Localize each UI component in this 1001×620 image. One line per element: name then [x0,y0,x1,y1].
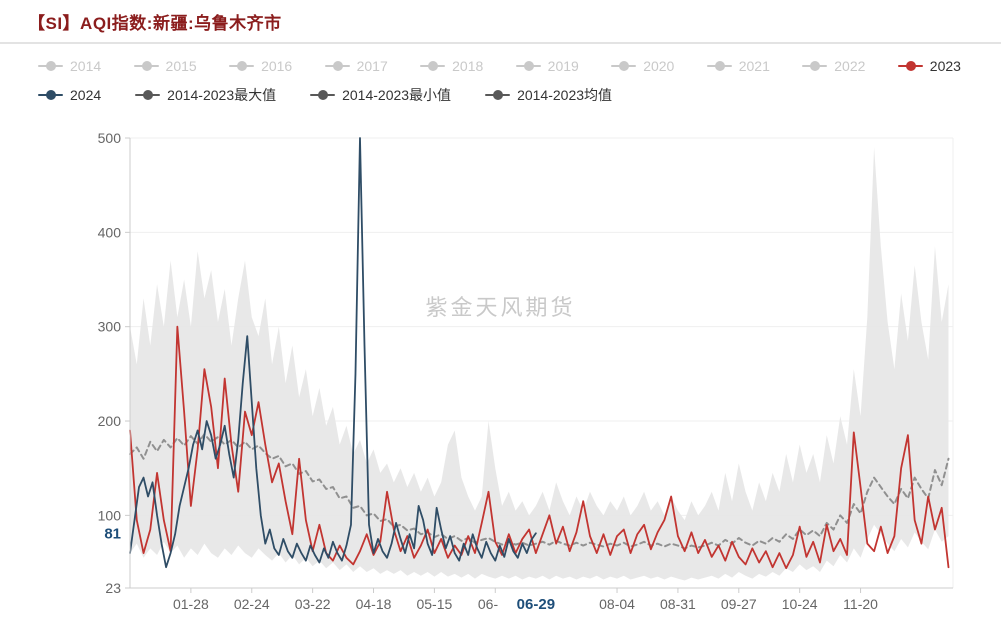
legend-marker-2017 [324,61,350,71]
page-title: 【SI】AQI指数:新疆:乌鲁木齐市 [28,14,282,33]
legend-item-2021[interactable]: 2021 [706,58,770,74]
legend-marker-2021 [706,61,732,71]
legend-marker-2018 [420,61,446,71]
x-tick-label: 11-20 [843,596,878,612]
x-tick-label: 09-27 [721,596,757,612]
y-tick-label: 100 [98,507,122,523]
legend-label: 2017 [356,58,388,74]
legend-label: 2020 [643,58,675,74]
legend-label: 2024 [70,87,102,103]
minmax-band [130,147,949,581]
y-tick-label: 500 [98,130,122,146]
legend-label: 2014 [70,58,102,74]
legend-marker-2016 [229,61,255,71]
legend-label: 2021 [738,58,770,74]
x-highlight-bg [497,594,570,614]
series-2024 [129,137,537,569]
legend-label: 2022 [834,58,866,74]
legend-item-2024[interactable]: 2024 [38,87,101,103]
legend-marker-2024 [38,90,63,100]
x-tick-label: 04-18 [356,596,392,612]
legend-row-1: 2014 2015 2016 2017 2018 2019 2020 2021 … [0,44,1001,74]
header: 【SI】AQI指数:新疆:乌鲁木齐市 [0,0,1001,44]
legend-row-2: 2024 2014-2023最大值 2014-2023最小值 2014-2023… [0,74,1001,105]
legend-item-mean[interactable]: 2014-2023均值 [485,85,612,105]
legend-label: 2014-2023均值 [517,87,613,103]
legend-label: 2023 [929,58,961,74]
legend-item-2015[interactable]: 2015 [133,58,197,74]
legend-marker-2022 [802,61,828,71]
legend-marker-2020 [611,61,637,71]
x-tick-label: 01-28 [173,596,209,612]
legend-item-2023[interactable]: 2023 [897,58,961,74]
legend-marker-mean [485,90,511,100]
legend-marker-2023 [897,61,923,71]
y-highlight-bg [92,523,126,544]
legend-item-2014[interactable]: 2014 [38,58,101,74]
x-tick-label: 02-24 [234,596,270,612]
legend-marker-2015 [133,61,159,71]
legend-label: 2018 [452,58,484,74]
legend-item-2019[interactable]: 2019 [515,58,579,74]
legend-item-min[interactable]: 2014-2023最小值 [310,85,451,105]
y-tick-label: 300 [98,319,122,335]
legend-marker-2019 [515,61,541,71]
y-tick-label: 200 [98,413,122,429]
legend-marker-2014 [38,61,63,71]
y-tick-label: 23 [105,580,121,596]
x-tick-label: 03-22 [295,596,331,612]
x-highlight-label: 06-29 [517,596,555,613]
legend-item-2018[interactable]: 2018 [420,58,483,74]
x-tick-label: 10-24 [782,596,818,612]
legend-item-2022[interactable]: 2022 [802,58,865,74]
y-highlight-label: 81 [104,525,121,542]
legend-item-2016[interactable]: 2016 [229,58,292,74]
series-2023 [129,325,950,570]
legend-item-max[interactable]: 2014-2023最大值 [135,85,276,105]
legend-label: 2014-2023最小值 [342,87,452,103]
legend-label: 2019 [547,58,579,74]
legend-label: 2016 [261,58,293,74]
legend-item-2020[interactable]: 2020 [611,58,674,74]
legend-item-2017[interactable]: 2017 [324,58,388,74]
x-tick-label: 05-15 [416,596,452,612]
legend-marker-min [310,90,336,100]
x-tick-label: 08-04 [599,596,635,612]
legend-marker-max [135,90,161,100]
y-tick-label: 400 [98,224,122,240]
legend-label: 2014-2023最大值 [167,87,277,103]
legend-label: 2015 [165,58,197,74]
x-tick-label: 08-31 [660,596,696,612]
